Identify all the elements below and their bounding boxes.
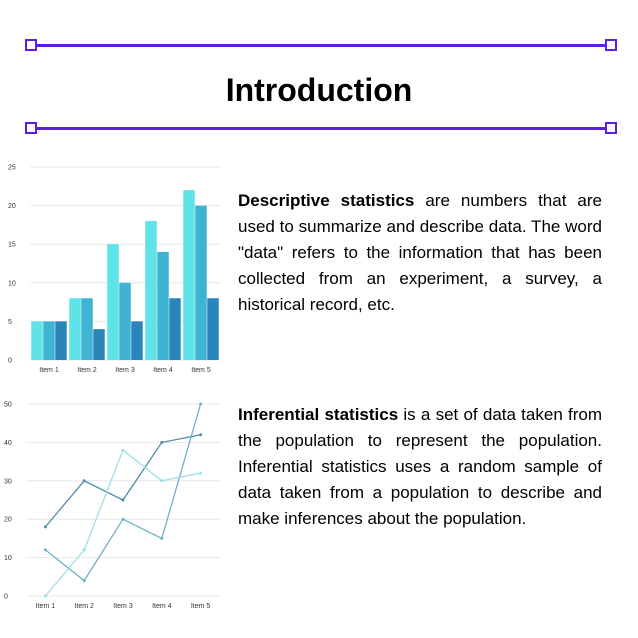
bar [169,298,181,360]
y-tick-label: 20 [8,203,16,210]
data-point [160,479,164,483]
y-tick-label: 25 [8,165,16,172]
data-point [121,448,125,452]
bar [119,282,131,360]
y-tick-label: 20 [4,517,12,524]
bar [69,298,81,360]
x-tick-label: Item 5 [191,603,211,610]
bottom-right-marker [605,122,617,134]
y-tick-label: 0 [8,358,12,365]
x-tick-label: Item 4 [153,367,173,374]
y-tick-label: 50 [4,402,12,409]
bottom-divider [31,127,611,130]
data-point [43,548,47,552]
y-tick-label: 10 [8,280,16,287]
bar [131,321,143,360]
inferential-term: Inferential statistics [238,405,399,424]
bar [31,321,43,360]
x-tick-label: Item 1 [39,367,59,374]
bar [81,298,93,360]
descriptive-paragraph: Descriptive statistics are numbers that … [238,188,602,318]
x-tick-label: Item 3 [115,367,135,374]
data-point [82,548,86,552]
x-tick-label: Item 2 [74,603,94,610]
x-tick-label: Item 5 [191,367,211,374]
bar [157,251,169,360]
bar [55,321,67,360]
bar [93,329,105,360]
page-title: Introduction [225,72,413,108]
data-point [121,498,125,502]
line-chart: 0 10 20 30 40 50 Item 1 Item 2 Item 3 Item 4 Item … [4,402,220,610]
data-point [199,433,203,437]
top-divider [31,44,611,47]
y-tick-label: 40 [4,440,12,447]
data-point [43,594,47,598]
y-tick-label: 30 [4,478,12,485]
data-point [43,525,47,529]
y-tick-label: 0 [4,594,8,601]
bar [43,321,55,360]
x-tick-label: Item 2 [77,367,97,374]
data-point [121,517,125,521]
descriptive-text: are numbers that are used to summarize a… [238,191,602,314]
y-tick-label: 5 [8,319,12,326]
inferential-paragraph: Inferential statistics is a set of data … [238,402,602,532]
descriptive-term: Descriptive statistics [238,191,415,210]
data-point [82,579,86,583]
bar [195,205,207,360]
top-left-marker [25,39,37,51]
x-tick-label: Item 3 [113,603,133,610]
data-point [199,402,203,406]
data-point [160,440,164,444]
series-line [44,403,202,582]
bar [183,190,195,360]
y-tick-label: 10 [4,555,12,562]
bar-chart: 0 5 10 15 20 25 Item 1 Item 2 Item 3 Item 4 Item 5 [8,165,220,374]
bar [107,244,119,360]
inferential-text: is a set of data taken from the populati… [238,405,602,528]
data-point [82,479,86,483]
series-line [44,449,201,597]
bar [145,221,157,360]
bar [207,298,219,360]
data-point [160,536,164,540]
top-right-marker [605,39,617,51]
x-tick-label: Item 1 [36,603,56,610]
y-tick-label: 15 [8,242,16,249]
bottom-left-marker [25,122,37,134]
x-tick-label: Item 4 [152,603,172,610]
data-point [199,471,203,475]
